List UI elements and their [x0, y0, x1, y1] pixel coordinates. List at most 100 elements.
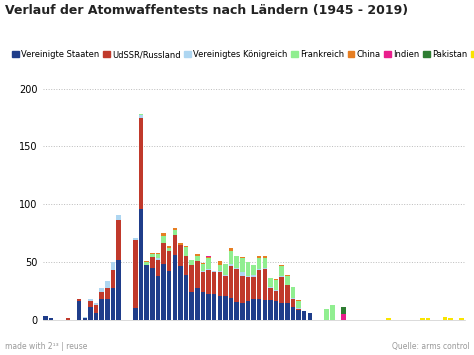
Bar [240, 303, 245, 320]
Bar [240, 257, 245, 258]
Bar [420, 318, 425, 320]
Bar [167, 246, 172, 248]
Bar [274, 301, 278, 320]
Bar [235, 302, 239, 320]
Bar [139, 118, 143, 209]
Bar [195, 288, 200, 320]
Bar [263, 269, 267, 300]
Bar [263, 268, 267, 269]
Bar [184, 256, 188, 274]
Bar [161, 233, 166, 236]
Bar [173, 255, 177, 320]
Bar [246, 277, 250, 301]
Bar [173, 229, 177, 235]
Bar [308, 312, 312, 320]
Bar [291, 307, 295, 320]
Bar [94, 303, 98, 305]
Bar [178, 245, 182, 266]
Bar [443, 317, 447, 320]
Bar [223, 275, 228, 296]
Bar [88, 307, 93, 320]
Bar [161, 236, 166, 244]
Bar [190, 265, 194, 292]
Bar [274, 280, 278, 290]
Bar [218, 271, 222, 272]
Bar [296, 308, 301, 309]
Bar [341, 307, 346, 314]
Bar [150, 253, 155, 254]
Bar [161, 264, 166, 320]
Bar [201, 272, 205, 292]
Bar [235, 268, 239, 269]
Bar [201, 271, 205, 272]
Bar [150, 254, 155, 257]
Bar [116, 260, 121, 320]
Bar [246, 301, 250, 320]
Bar [240, 275, 245, 303]
Bar [173, 235, 177, 255]
Bar [206, 270, 211, 294]
Bar [251, 277, 256, 299]
Bar [223, 274, 228, 275]
Bar [88, 299, 93, 301]
Bar [263, 258, 267, 268]
Bar [167, 271, 172, 320]
Bar [156, 260, 160, 275]
Bar [223, 264, 228, 274]
Bar [263, 256, 267, 258]
Bar [296, 300, 301, 301]
Bar [274, 291, 278, 301]
Bar [386, 318, 391, 320]
Bar [296, 310, 301, 320]
Bar [218, 272, 222, 296]
Bar [100, 288, 104, 292]
Bar [246, 275, 250, 277]
Bar [156, 275, 160, 320]
Bar [257, 256, 262, 258]
Bar [133, 240, 138, 308]
Bar [212, 294, 217, 320]
Bar [223, 296, 228, 320]
Bar [212, 272, 217, 294]
Bar [206, 258, 211, 269]
Bar [190, 292, 194, 320]
Bar [139, 114, 143, 115]
Bar [229, 264, 233, 266]
Bar [178, 244, 182, 245]
Bar [302, 311, 307, 320]
Bar [285, 285, 290, 303]
Bar [82, 317, 87, 318]
Bar [173, 228, 177, 229]
Bar [167, 248, 172, 251]
Bar [94, 305, 98, 312]
Text: Quelle: arms control: Quelle: arms control [392, 343, 469, 351]
Bar [82, 318, 87, 320]
Bar [105, 299, 109, 320]
Bar [291, 297, 295, 299]
Bar [206, 257, 211, 258]
Bar [105, 288, 109, 299]
Bar [94, 312, 98, 320]
Bar [330, 305, 335, 320]
Bar [257, 269, 262, 270]
Bar [111, 270, 115, 288]
Bar [77, 301, 82, 320]
Bar [145, 262, 149, 265]
Bar [296, 301, 301, 308]
Bar [280, 277, 284, 303]
Bar [139, 209, 143, 320]
Bar [201, 263, 205, 264]
Bar [201, 292, 205, 320]
Bar [246, 262, 250, 275]
Bar [280, 275, 284, 277]
Bar [229, 248, 233, 251]
Bar [184, 246, 188, 247]
Bar [280, 265, 284, 266]
Bar [195, 261, 200, 288]
Text: made with 2¹³ | reuse: made with 2¹³ | reuse [5, 343, 87, 351]
Bar [206, 269, 211, 270]
Bar [161, 244, 166, 264]
Bar [251, 274, 256, 277]
Bar [268, 287, 273, 288]
Bar [291, 299, 295, 307]
